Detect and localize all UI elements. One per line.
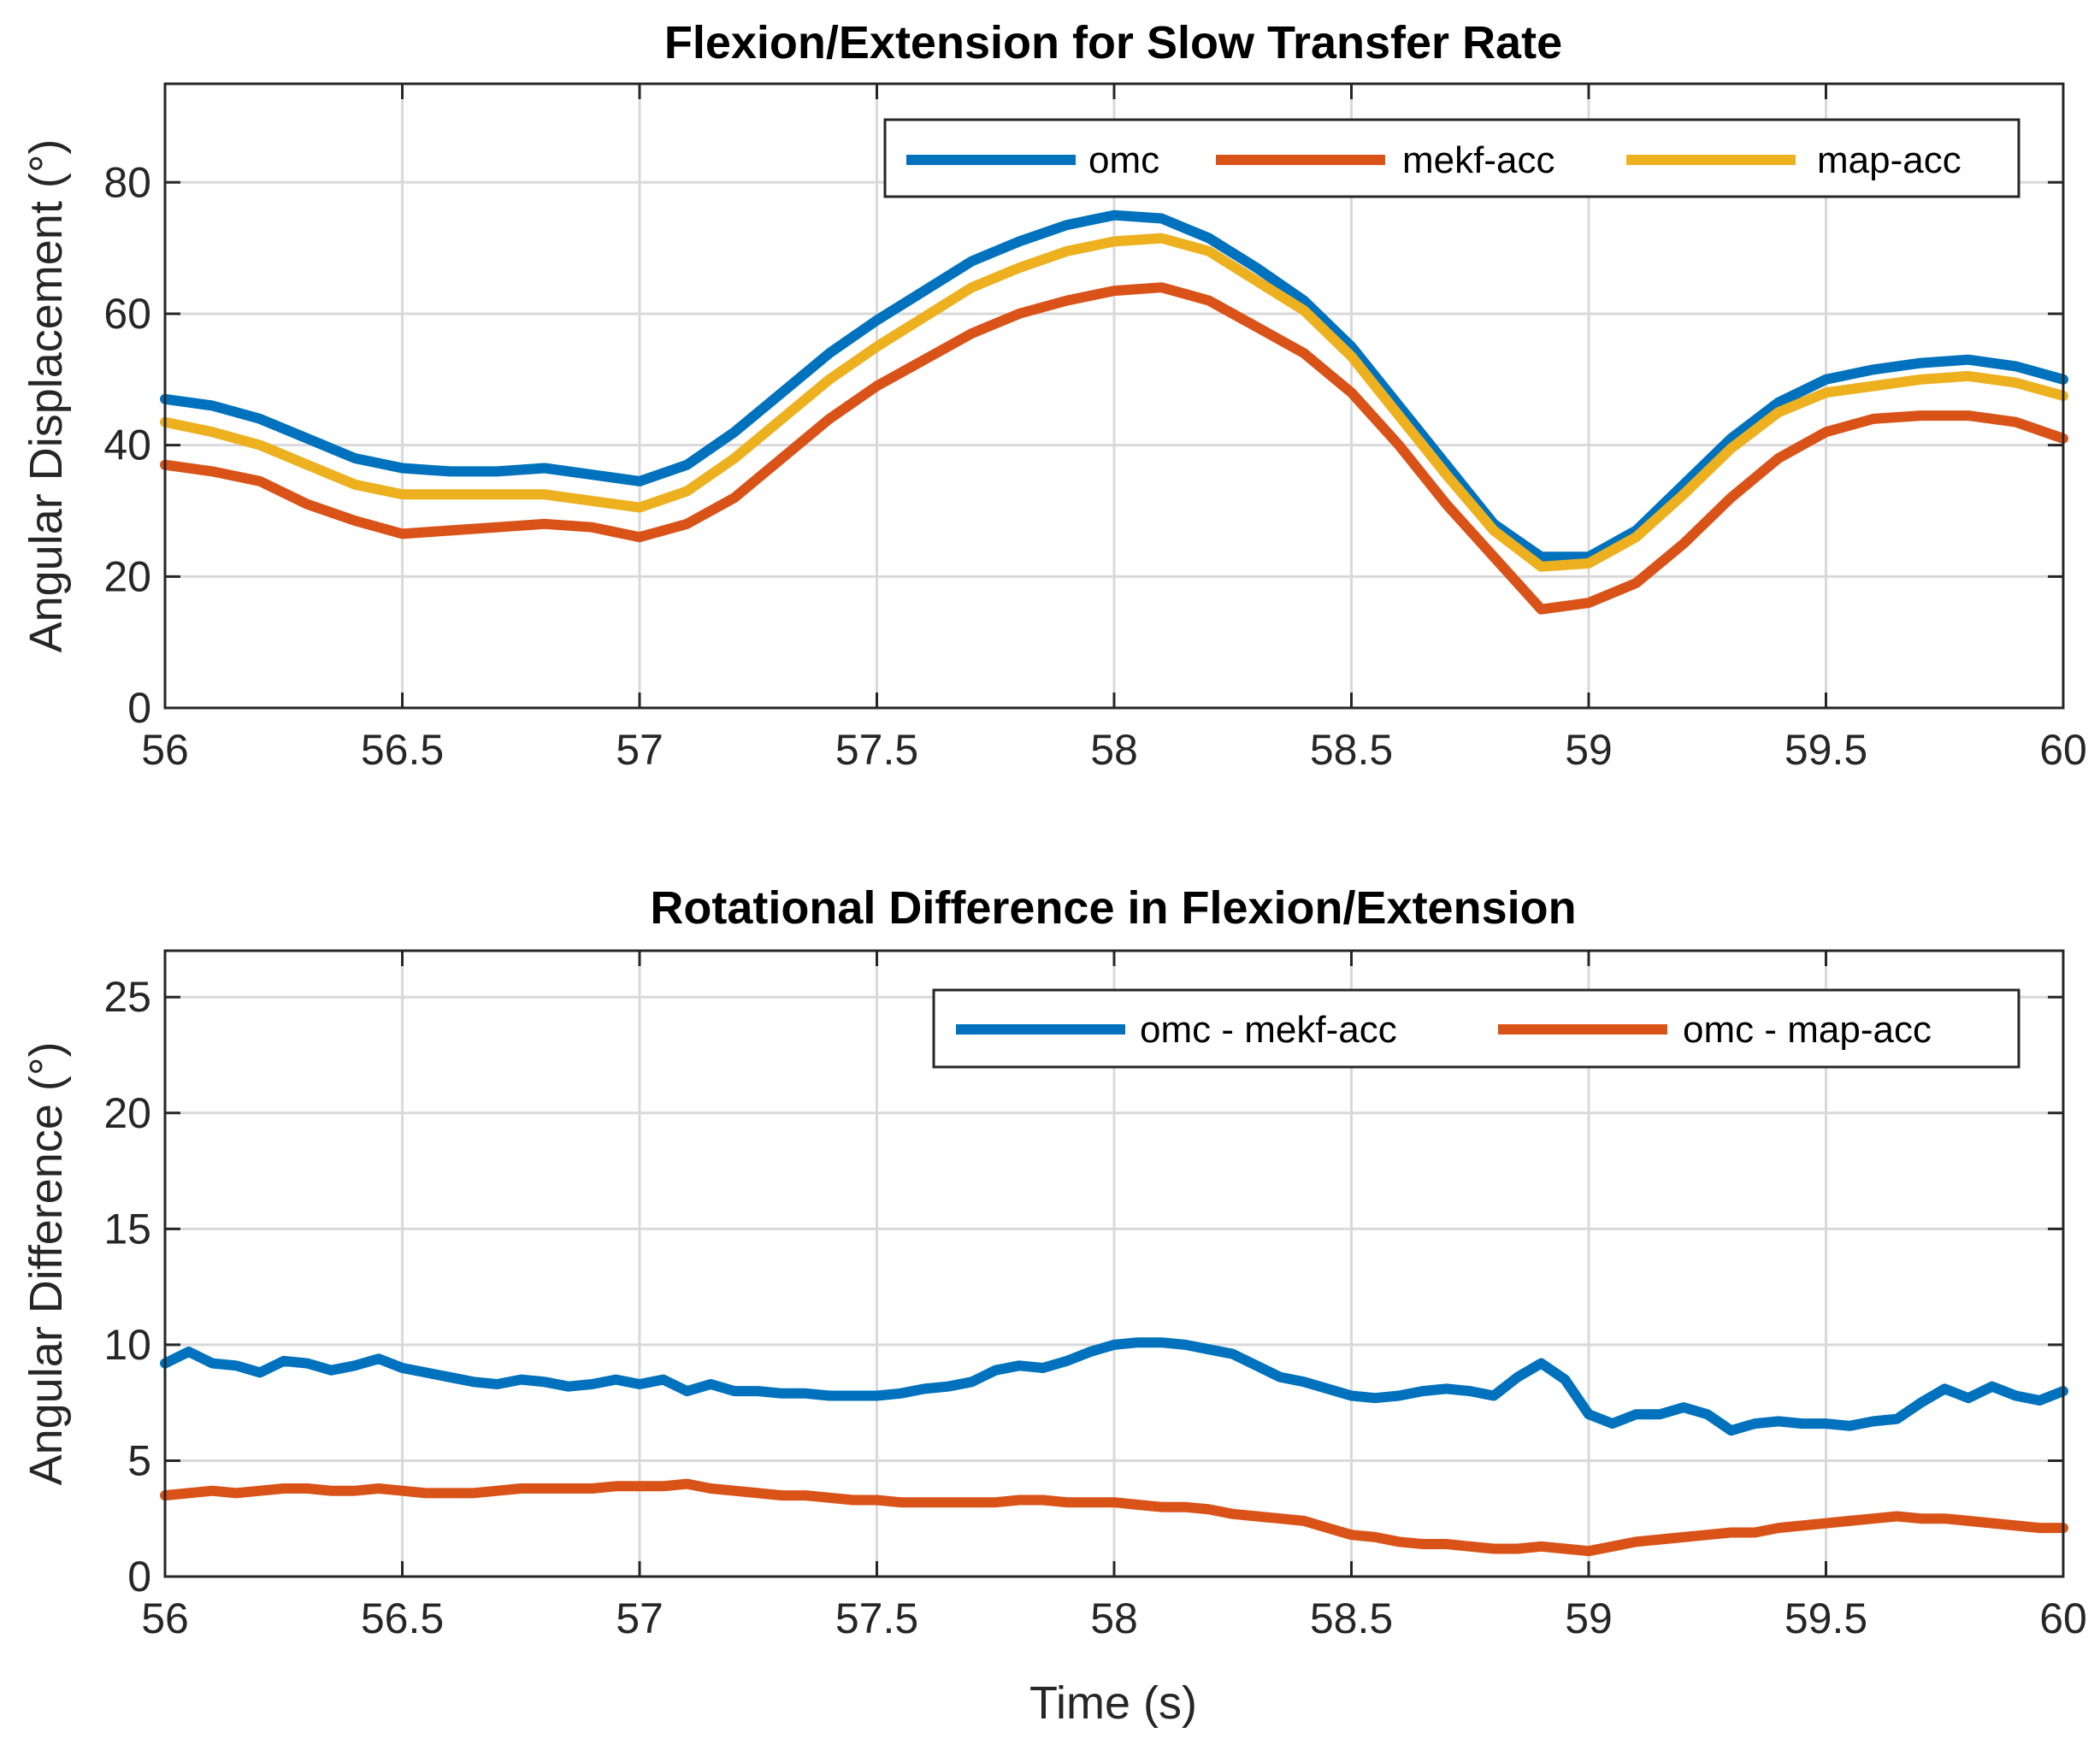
bottom-chart-ticks: 56 56.5 57 57.5 58 58.5 59 59.5 60 0 5 10 15 20 25 (103, 951, 2087, 1642)
top-xtick-label: 59 (1565, 726, 1613, 774)
bottom-xtick-label: 59.5 (1784, 1595, 1867, 1642)
top-chart-ticks: 56 56.5 57 57.5 58 58.5 59 59.5 60 0 20 40 60 80 (103, 84, 2087, 774)
bottom-xtick-label: 58 (1090, 1595, 1138, 1642)
top-ytick-label: 20 (103, 552, 151, 600)
top-xtick-label: 58 (1090, 726, 1138, 774)
series-line-omc-map-acc (160, 1478, 2068, 1557)
bottom-ytick-label: 0 (127, 1553, 151, 1600)
series-line-mekf-acc (160, 282, 2068, 615)
series-line-map-acc (160, 233, 2068, 572)
bottom-chart-xlabel: Time (s) (1029, 1677, 1197, 1729)
top-chart-legend: omc mekf-acc map-acc (883, 118, 2020, 198)
series-line-omc-mekf-acc (160, 1337, 2068, 1436)
legend-label-mekf-acc: mekf-acc (1402, 139, 1554, 181)
top-xtick-label: 56.5 (361, 726, 444, 774)
bottom-chart: Rotational Difference in Flexion/Extensi… (21, 882, 2087, 1729)
bottom-ytick-label: 5 (127, 1436, 151, 1484)
legend-label-omc: omc (1088, 139, 1159, 181)
top-chart-ylabel: Angular Displacement (°) (21, 139, 72, 653)
bottom-ytick-label: 20 (103, 1089, 151, 1137)
bottom-xtick-label: 60 (2039, 1595, 2087, 1642)
top-ytick-label: 80 (103, 158, 151, 206)
bottom-ytick-label: 10 (103, 1321, 151, 1369)
bottom-chart-title: Rotational Difference in Flexion/Extensi… (650, 882, 1576, 934)
bottom-xtick-label: 56.5 (361, 1595, 444, 1642)
top-xtick-label: 59.5 (1784, 726, 1867, 774)
top-chart: Flexion/Extension for Slow Transfer Rate… (21, 17, 2087, 774)
bottom-xtick-label: 57.5 (835, 1595, 918, 1642)
top-xtick-label: 57 (616, 726, 664, 774)
top-xtick-label: 60 (2039, 726, 2087, 774)
bottom-ytick-label: 25 (103, 973, 151, 1021)
bottom-ytick-label: 15 (103, 1205, 151, 1253)
legend-label-omc-map-acc: omc - map-acc (1683, 1009, 1932, 1051)
bottom-chart-series (160, 1337, 2068, 1557)
legend-label-map-acc: map-acc (1817, 139, 1961, 181)
top-ytick-label: 60 (103, 290, 151, 338)
top-xtick-label: 56 (141, 726, 189, 774)
bottom-chart-legend: omc - mekf-acc omc - map-acc (932, 988, 2020, 1069)
bottom-xtick-label: 58.5 (1310, 1595, 1393, 1642)
legend-label-omc-mekf-acc: omc - mekf-acc (1140, 1009, 1397, 1051)
top-ytick-label: 0 (127, 684, 151, 732)
top-xtick-label: 57.5 (835, 726, 918, 774)
bottom-xtick-label: 59 (1565, 1595, 1613, 1642)
bottom-chart-ylabel: Angular Difference (°) (21, 1042, 72, 1486)
top-ytick-label: 40 (103, 421, 151, 469)
top-xtick-label: 58.5 (1310, 726, 1393, 774)
series-line-omc (160, 209, 2068, 563)
top-chart-title: Flexion/Extension for Slow Transfer Rate (664, 17, 1562, 68)
top-chart-series (160, 209, 2068, 615)
bottom-xtick-label: 57 (616, 1595, 664, 1642)
bottom-xtick-label: 56 (141, 1595, 189, 1642)
